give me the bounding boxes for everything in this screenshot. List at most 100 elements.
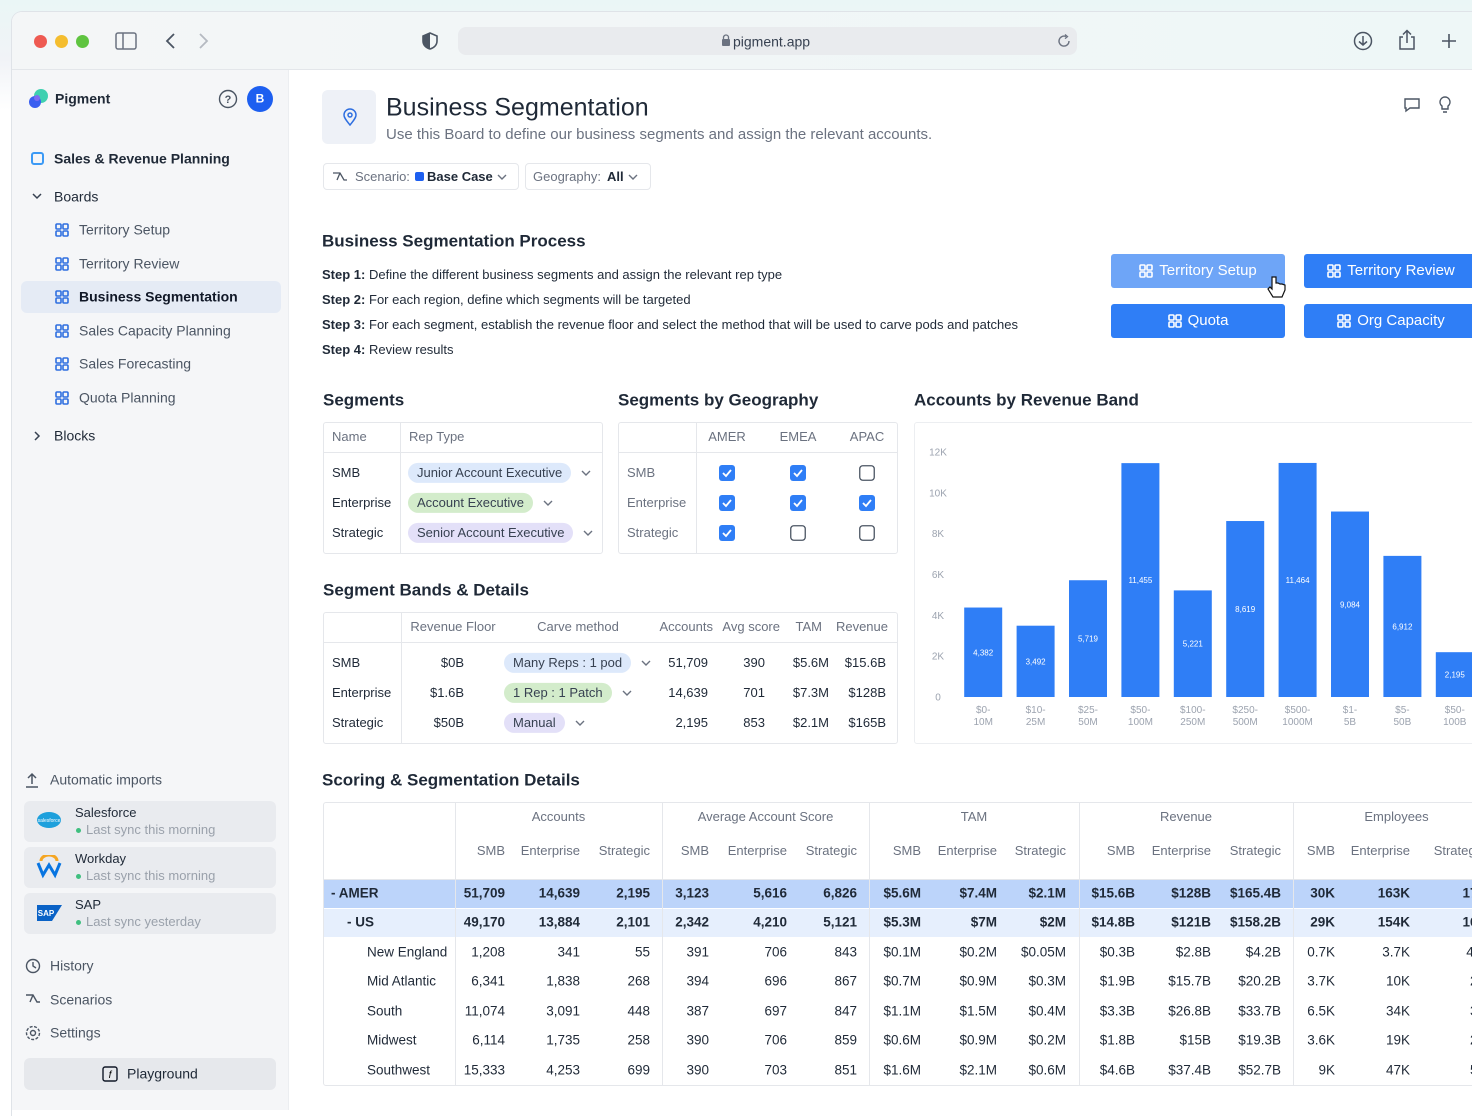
checkbox[interactable] xyxy=(790,495,806,511)
import-card[interactable] xyxy=(24,893,276,934)
playground-icon: f xyxy=(102,1066,118,1082)
import-card[interactable] xyxy=(24,801,276,842)
nav-button[interactable] xyxy=(1304,254,1472,288)
idea-icon[interactable] xyxy=(1439,96,1451,114)
board-icon xyxy=(55,357,69,372)
help[interactable]: ? xyxy=(218,89,238,109)
row-label: - US xyxy=(347,914,374,930)
tag[interactable]: Account Executive xyxy=(408,492,533,514)
board-link[interactable]: Business Segmentation xyxy=(79,288,238,305)
board-link[interactable]: Sales Capacity Planning xyxy=(79,322,231,339)
checkbox[interactable] xyxy=(859,495,875,511)
checkbox[interactable] xyxy=(719,465,735,481)
nav-link[interactable]: Scenarios xyxy=(50,990,113,1007)
group-header: TAM xyxy=(960,808,988,824)
cell: 0.7K xyxy=(1307,944,1335,960)
cell: 47K xyxy=(1385,1062,1410,1078)
reload[interactable] xyxy=(1057,34,1071,48)
button-label[interactable]: Territory Review xyxy=(1347,261,1455,279)
board-link[interactable]: Sales Forecasting xyxy=(79,355,192,372)
chevron-down[interactable] xyxy=(497,173,507,181)
nav-link[interactable]: Settings xyxy=(50,1024,101,1041)
cell: $14.8B xyxy=(1091,914,1135,930)
step-text: Define the different business segments a… xyxy=(369,266,783,282)
nav-button[interactable] xyxy=(1111,304,1285,338)
section-label[interactable]: Blocks xyxy=(54,427,96,444)
cell: 843 xyxy=(834,944,857,960)
window-button[interactable] xyxy=(76,35,89,48)
column-header: Strategic xyxy=(1014,842,1066,858)
table-panel xyxy=(323,802,1472,1086)
table-panel xyxy=(323,612,898,744)
workspace-name[interactable]: Sales & Revenue Planning xyxy=(54,150,230,167)
chevron-down[interactable] xyxy=(628,173,638,181)
step-label: Step 3: xyxy=(322,316,366,332)
window-button[interactable] xyxy=(34,35,47,48)
group-header: Average Account Score xyxy=(697,808,834,824)
group-header: Revenue xyxy=(1159,808,1213,824)
column-header: Name xyxy=(332,428,367,444)
tag[interactable]: Junior Account Executive xyxy=(408,462,572,484)
column-header: SMB xyxy=(892,842,921,858)
tag[interactable]: 1 Rep : 1 Patch xyxy=(504,682,612,704)
tag[interactable]: Senior Account Executive xyxy=(408,522,574,544)
chevron-down[interactable] xyxy=(581,469,591,477)
download[interactable] xyxy=(1353,31,1373,51)
row-label: New England xyxy=(367,944,448,960)
column-header: Strategic xyxy=(1433,842,1472,858)
nav-link[interactable]: History xyxy=(50,957,94,974)
value-label: 5,221 xyxy=(1183,640,1204,649)
cell: $0.2M xyxy=(959,944,997,960)
cell: 51,709 xyxy=(668,654,708,670)
address-bar[interactable] xyxy=(458,27,1077,55)
checkbox[interactable] xyxy=(790,465,806,481)
cell: $3.3B xyxy=(1099,1003,1135,1019)
chevron-down[interactable] xyxy=(641,659,651,667)
nav-button[interactable] xyxy=(1304,304,1472,338)
tag[interactable]: Manual xyxy=(504,712,565,734)
comment-icon[interactable] xyxy=(1403,97,1421,113)
chevron-down[interactable] xyxy=(543,499,553,507)
chevron-down[interactable] xyxy=(575,719,585,727)
cell: $7M xyxy=(970,914,997,930)
group-header: Accounts xyxy=(531,808,586,824)
forward[interactable] xyxy=(197,32,211,50)
checkbox[interactable] xyxy=(719,495,735,511)
shield[interactable] xyxy=(422,32,438,50)
cell: 3.6K xyxy=(1307,1032,1335,1048)
nav-button[interactable] xyxy=(1111,254,1285,288)
share[interactable] xyxy=(1397,29,1417,51)
window-button[interactable] xyxy=(55,35,68,48)
checkbox[interactable] xyxy=(790,525,806,541)
cell: $7.3M xyxy=(792,684,829,700)
chevron-down[interactable] xyxy=(583,529,593,537)
avatar-initial: B xyxy=(255,91,265,106)
avatar[interactable] xyxy=(247,86,273,112)
button-label[interactable]: Quota xyxy=(1187,311,1229,329)
import-card[interactable] xyxy=(24,847,276,888)
back[interactable] xyxy=(163,32,177,50)
button-label[interactable]: Org Capacity xyxy=(1357,311,1445,329)
chevron-down[interactable] xyxy=(622,689,632,697)
button-label[interactable]: Territory Setup xyxy=(1159,261,1257,279)
row-divider xyxy=(618,452,898,453)
board-link[interactable]: Quota Planning xyxy=(79,389,176,406)
chevron[interactable] xyxy=(32,191,42,201)
board-link[interactable]: Territory Review xyxy=(79,254,180,271)
checkbox[interactable] xyxy=(719,525,735,541)
cell: 51,709 xyxy=(463,885,505,901)
checkbox[interactable] xyxy=(859,465,875,481)
column-header: SMB xyxy=(476,842,505,858)
board-link[interactable]: Territory Setup xyxy=(79,221,171,238)
checkbox[interactable] xyxy=(859,525,875,541)
filter-value: Base Case xyxy=(427,168,493,184)
chevron[interactable] xyxy=(32,431,42,441)
section-label[interactable]: Boards xyxy=(54,188,99,205)
x-tick-label: $1-5B xyxy=(1343,705,1357,728)
playground-button[interactable] xyxy=(24,1058,276,1090)
tag[interactable]: Many Reps : 1 pod xyxy=(504,652,632,674)
new-tab[interactable] xyxy=(1441,33,1457,49)
cell: 154K xyxy=(1377,914,1410,930)
sidebar-toggle[interactable] xyxy=(115,32,137,50)
board-icon xyxy=(1167,314,1182,328)
